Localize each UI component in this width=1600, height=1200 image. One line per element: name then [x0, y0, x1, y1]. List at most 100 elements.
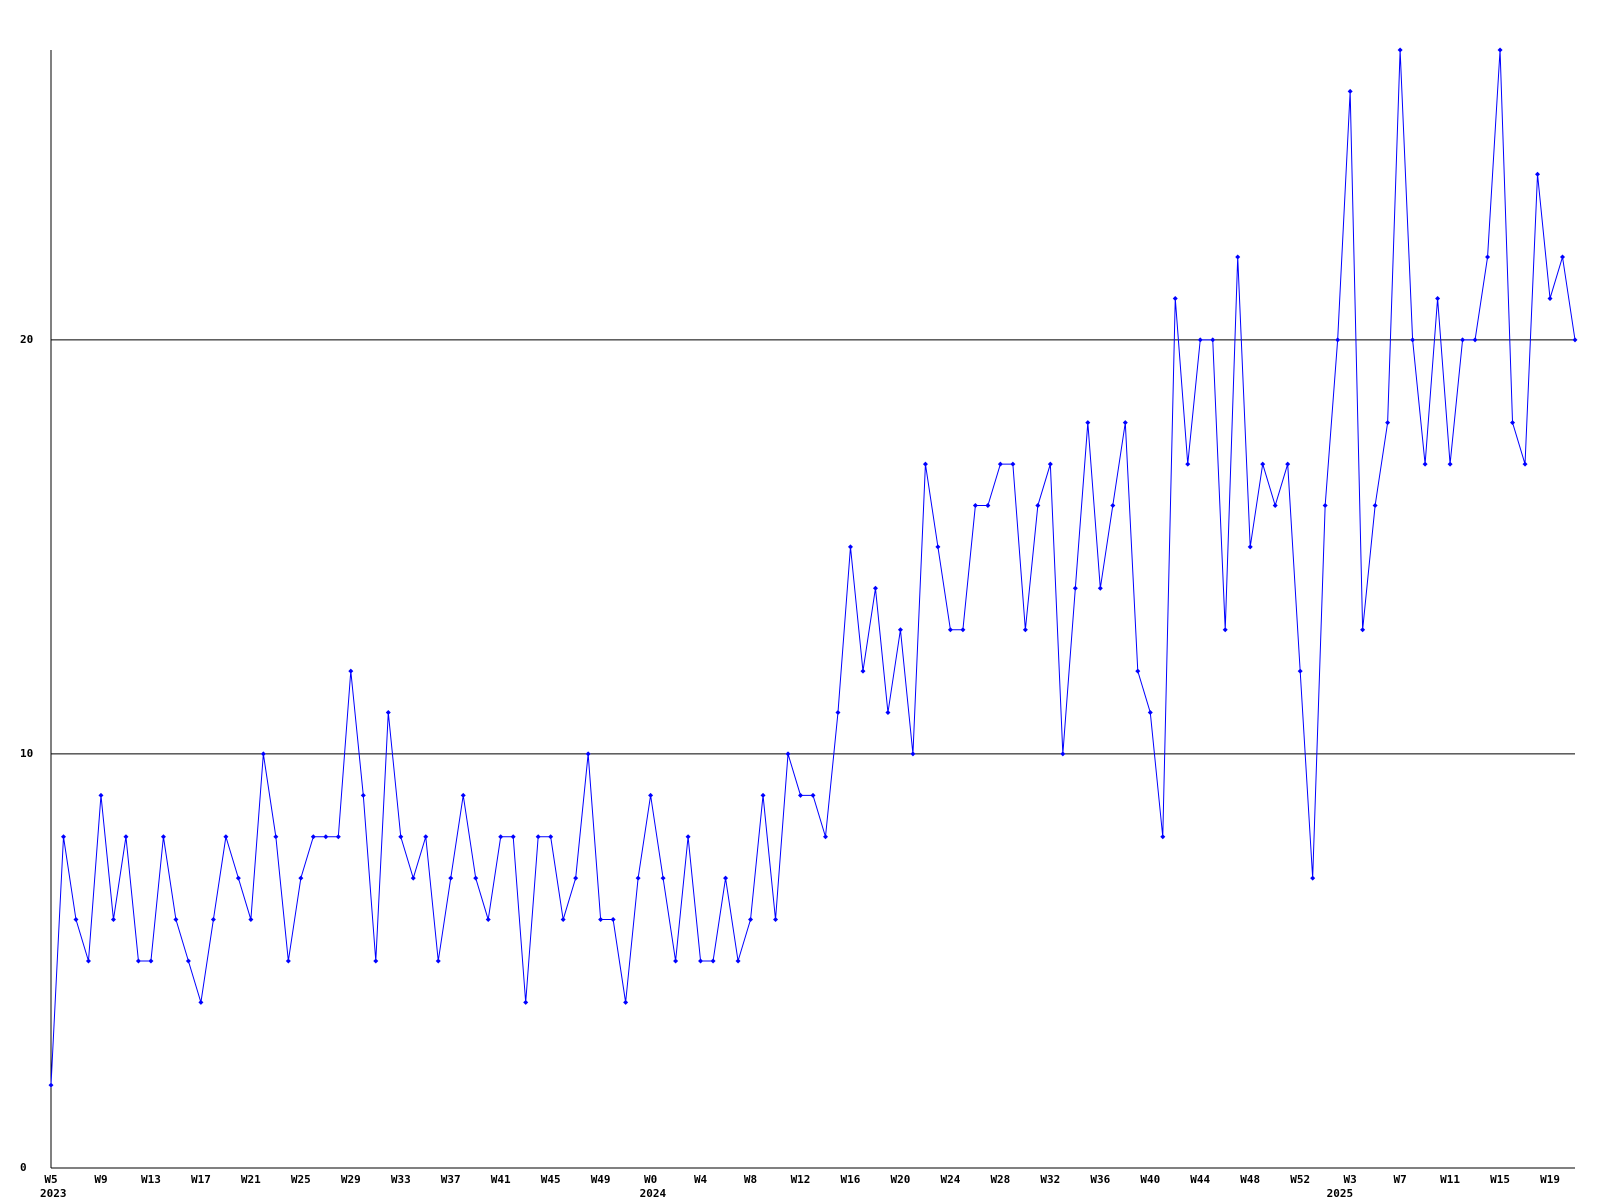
data-point: [1410, 337, 1416, 343]
x-tick-label: W21: [241, 1173, 261, 1186]
x-tick-label: W15: [1490, 1173, 1510, 1186]
data-point: [872, 585, 878, 591]
data-point: [48, 1082, 54, 1088]
data-point: [1310, 875, 1316, 881]
data-point: [660, 875, 666, 881]
data-point: [698, 958, 704, 964]
data-point: [298, 875, 304, 881]
data-point: [210, 917, 216, 923]
x-tick-label: W24: [940, 1173, 960, 1186]
data-point: [1085, 420, 1091, 426]
data-point: [897, 627, 903, 633]
data-point: [1035, 502, 1041, 508]
data-point: [160, 834, 166, 840]
data-point: [1422, 461, 1428, 467]
data-point: [73, 917, 79, 923]
data-point: [410, 875, 416, 881]
data-point: [1172, 295, 1178, 301]
data-point: [723, 875, 729, 881]
data-point: [535, 834, 541, 840]
data-point: [1347, 88, 1353, 94]
data-point: [360, 792, 366, 798]
data-point: [98, 792, 104, 798]
x-tick-label: W16: [841, 1173, 861, 1186]
data-point: [560, 917, 566, 923]
data-point: [935, 544, 941, 550]
data-point: [248, 917, 254, 923]
data-point: [273, 834, 279, 840]
data-point: [1185, 461, 1191, 467]
data-point: [835, 710, 841, 716]
data-point: [123, 834, 129, 840]
data-point: [985, 502, 991, 508]
data-point: [448, 875, 454, 881]
x-tick-label: W40: [1140, 1173, 1160, 1186]
data-point: [1160, 834, 1166, 840]
y-tick-label: 10: [20, 747, 33, 760]
data-line: [50, 49, 1576, 1086]
data-point: [60, 834, 66, 840]
data-point: [773, 917, 779, 923]
data-point: [1097, 585, 1103, 591]
data-point: [1060, 751, 1066, 757]
data-point: [1435, 295, 1441, 301]
data-point: [1110, 502, 1116, 508]
data-point: [1197, 337, 1203, 343]
data-point: [473, 875, 479, 881]
data-point: [1372, 502, 1378, 508]
data-point: [947, 627, 953, 633]
data-point: [135, 958, 141, 964]
data-point: [1497, 47, 1503, 53]
data-point: [1572, 337, 1578, 343]
data-point: [460, 792, 466, 798]
data-point: [648, 792, 654, 798]
data-point: [523, 999, 529, 1005]
x-tick-label: W12: [791, 1173, 811, 1186]
x-tick-label: W3: [1344, 1173, 1357, 1186]
x-tick-label: W29: [341, 1173, 361, 1186]
data-point: [1322, 502, 1328, 508]
x-year-label: 2025: [1327, 1187, 1354, 1200]
x-tick-label: W13: [141, 1173, 161, 1186]
data-point: [1260, 461, 1266, 467]
x-tick-label: W4: [694, 1173, 708, 1186]
data-point: [398, 834, 404, 840]
x-tick-label: W36: [1090, 1173, 1110, 1186]
y-tick-label: 20: [20, 333, 33, 346]
data-point: [310, 834, 316, 840]
data-point: [1010, 461, 1016, 467]
data-point: [673, 958, 679, 964]
data-point: [1247, 544, 1253, 550]
data-point: [1272, 502, 1278, 508]
data-point: [285, 958, 291, 964]
data-point: [885, 710, 891, 716]
data-point: [760, 792, 766, 798]
data-point: [198, 999, 204, 1005]
x-tick-label: W5: [44, 1173, 57, 1186]
data-point: [785, 751, 791, 757]
data-point: [573, 875, 579, 881]
data-point: [822, 834, 828, 840]
x-tick-label: W44: [1190, 1173, 1210, 1186]
data-point: [1022, 627, 1028, 633]
data-point: [960, 627, 966, 633]
y-tick-label: 0: [20, 1161, 27, 1174]
x-year-label: 2024: [640, 1187, 667, 1200]
data-point: [385, 710, 391, 716]
data-point: [1147, 710, 1153, 716]
x-tick-label: W48: [1240, 1173, 1260, 1186]
x-tick-label: W32: [1040, 1173, 1060, 1186]
data-point: [997, 461, 1003, 467]
x-tick-label: W9: [94, 1173, 107, 1186]
x-tick-label: W0: [644, 1173, 657, 1186]
x-tick-label: W7: [1393, 1173, 1406, 1186]
data-point: [348, 668, 354, 674]
x-tick-label: W49: [591, 1173, 611, 1186]
data-point: [710, 958, 716, 964]
data-point: [1210, 337, 1216, 343]
data-point: [335, 834, 341, 840]
data-point: [685, 834, 691, 840]
data-point: [173, 917, 179, 923]
data-point: [635, 875, 641, 881]
